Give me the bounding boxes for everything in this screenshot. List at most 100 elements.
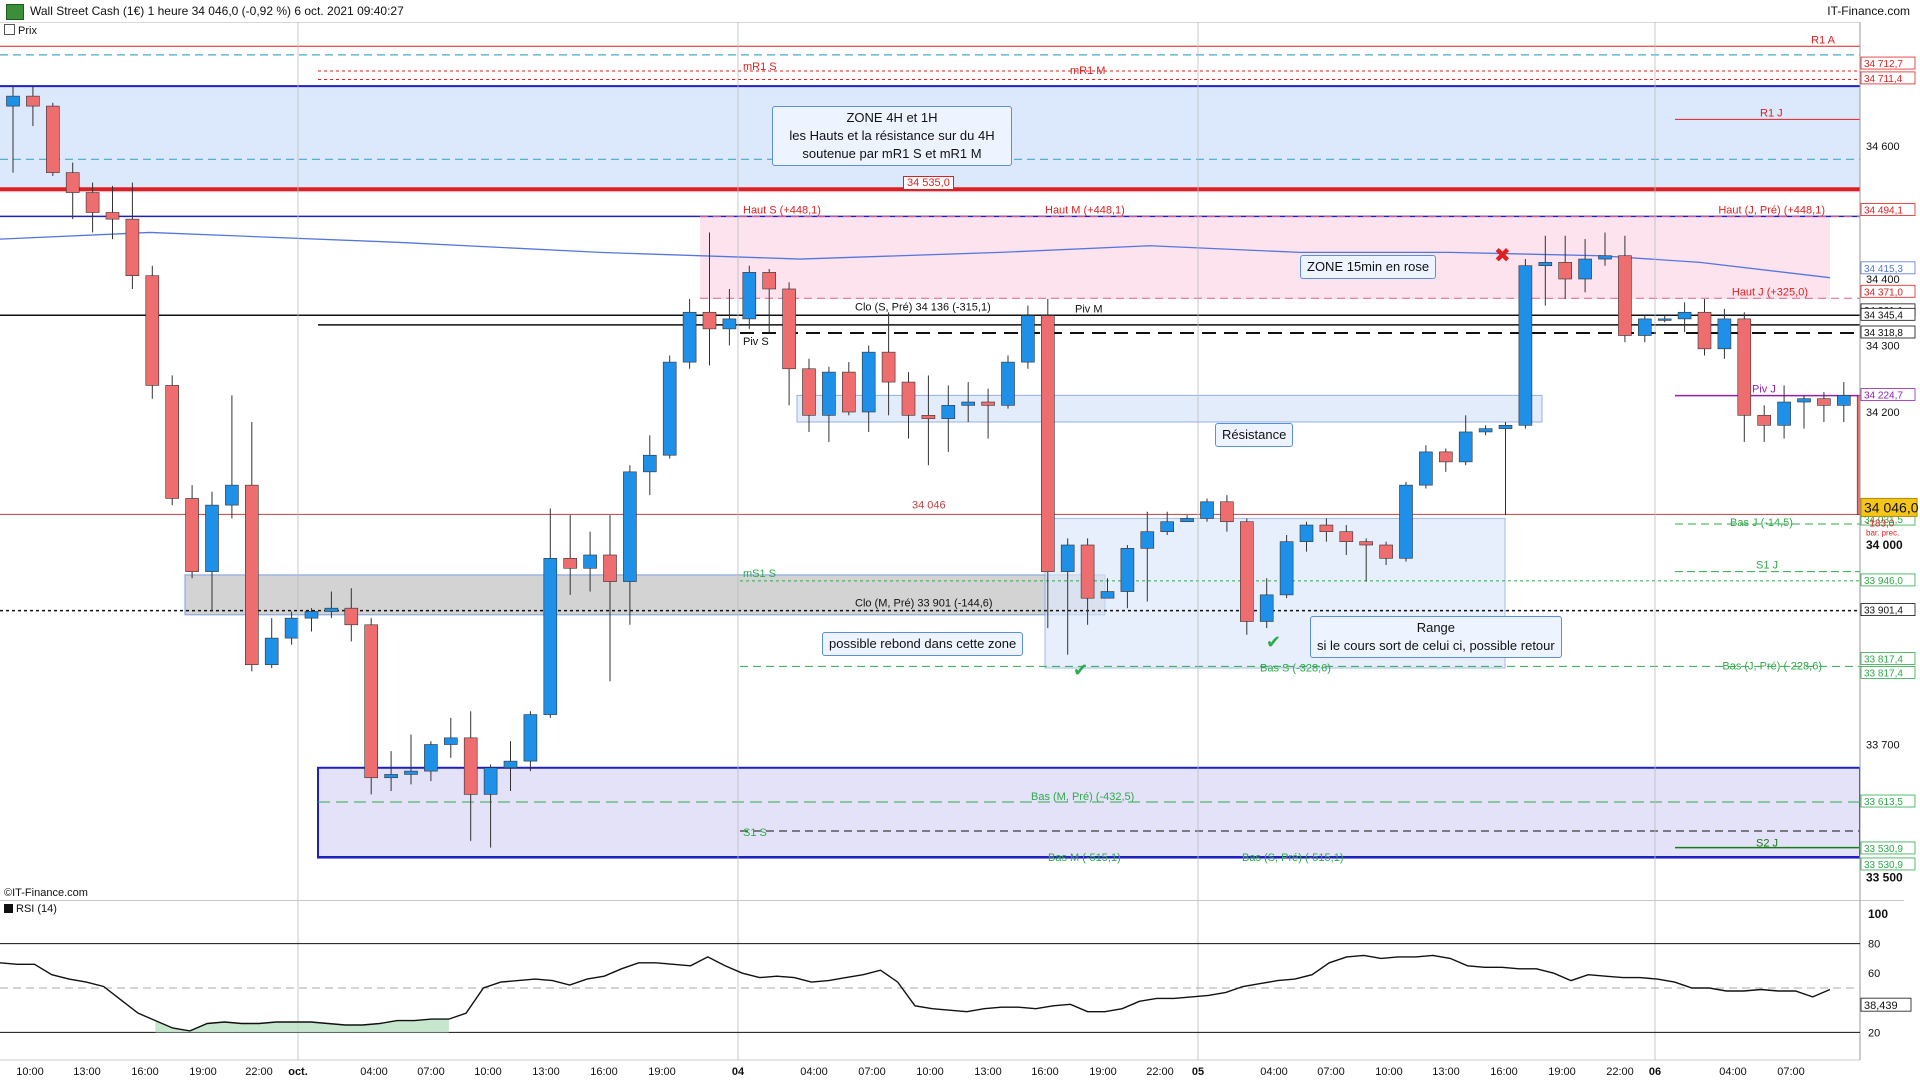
annotation-zone-15min[interactable]: ZONE 15min en rose bbox=[1300, 255, 1437, 279]
candle[interactable] bbox=[185, 485, 199, 579]
candle[interactable] bbox=[1598, 232, 1612, 266]
candle[interactable] bbox=[1399, 481, 1413, 562]
candle[interactable] bbox=[1439, 448, 1453, 472]
candle[interactable] bbox=[6, 86, 20, 173]
annotation-resistance[interactable]: Résistance bbox=[1215, 423, 1294, 447]
candle[interactable] bbox=[1240, 518, 1254, 635]
candle[interactable] bbox=[861, 345, 876, 432]
y-axis[interactable]: 34 600 34 400 34 300 34 200 34 000 33 700 33 5… bbox=[1859, 22, 1920, 1060]
candle[interactable] bbox=[1677, 302, 1692, 333]
candle[interactable] bbox=[1220, 495, 1234, 532]
candle[interactable] bbox=[1120, 545, 1135, 609]
candle[interactable] bbox=[344, 588, 359, 642]
candle[interactable] bbox=[1279, 535, 1294, 599]
candle[interactable] bbox=[1638, 315, 1652, 343]
candle[interactable] bbox=[1558, 235, 1572, 299]
candle[interactable] bbox=[1797, 395, 1811, 429]
candle[interactable] bbox=[702, 232, 717, 366]
candle[interactable] bbox=[941, 385, 956, 452]
candle[interactable] bbox=[722, 288, 737, 346]
candle[interactable] bbox=[1041, 298, 1055, 629]
candle[interactable] bbox=[324, 591, 339, 619]
candle[interactable] bbox=[782, 282, 796, 406]
candle[interactable] bbox=[881, 312, 896, 416]
annotation-range[interactable]: Range si le cours sort de celui ci, poss… bbox=[1310, 616, 1562, 658]
candle[interactable] bbox=[1379, 541, 1393, 565]
brand-link[interactable]: IT-Finance.com bbox=[1827, 4, 1910, 18]
candle[interactable] bbox=[165, 375, 179, 506]
candle[interactable] bbox=[1538, 235, 1553, 306]
candle[interactable] bbox=[1259, 578, 1274, 629]
candle[interactable] bbox=[822, 366, 836, 442]
candle[interactable] bbox=[1021, 305, 1035, 369]
candle[interactable] bbox=[802, 358, 816, 432]
candle[interactable] bbox=[662, 355, 677, 459]
candle[interactable] bbox=[1657, 315, 1672, 323]
candle[interactable] bbox=[1518, 259, 1533, 429]
candle[interactable] bbox=[65, 162, 80, 220]
candle[interactable] bbox=[45, 102, 60, 176]
candle[interactable] bbox=[603, 515, 617, 682]
price-legend[interactable]: Prix bbox=[4, 24, 37, 37]
candle[interactable] bbox=[1080, 538, 1095, 625]
candle[interactable] bbox=[1458, 415, 1473, 466]
candle[interactable] bbox=[1717, 308, 1732, 359]
candle[interactable] bbox=[1180, 515, 1194, 523]
candle[interactable] bbox=[264, 618, 279, 669]
candle[interactable] bbox=[1001, 355, 1015, 409]
candle[interactable] bbox=[1319, 518, 1334, 542]
candle[interactable] bbox=[623, 465, 637, 625]
candles-layer[interactable] bbox=[6, 86, 1871, 848]
candle[interactable] bbox=[543, 508, 558, 718]
candle[interactable] bbox=[1478, 425, 1493, 436]
candle[interactable] bbox=[1200, 498, 1214, 522]
rsi-legend[interactable]: RSI (14) bbox=[4, 903, 57, 915]
candle[interactable] bbox=[901, 372, 916, 439]
candle[interactable] bbox=[742, 265, 757, 329]
candle[interactable] bbox=[1777, 385, 1791, 439]
candle[interactable] bbox=[225, 395, 239, 519]
candle[interactable] bbox=[583, 531, 597, 592]
candle[interactable] bbox=[443, 717, 458, 758]
annotation-zone-4h[interactable]: ZONE 4H et 1H les Hauts et la résistance… bbox=[772, 106, 1012, 166]
candle[interactable] bbox=[1140, 511, 1155, 602]
candle[interactable] bbox=[961, 382, 976, 422]
candle[interactable] bbox=[1299, 521, 1314, 552]
candle[interactable] bbox=[1100, 578, 1115, 599]
candle[interactable] bbox=[384, 751, 398, 792]
annotation-rebond[interactable]: possible rebond dans cette zone bbox=[822, 632, 1024, 656]
candle[interactable] bbox=[981, 388, 995, 439]
candle[interactable] bbox=[245, 421, 259, 672]
candle[interactable] bbox=[125, 182, 140, 289]
candle[interactable] bbox=[85, 182, 100, 233]
candle[interactable] bbox=[1737, 312, 1752, 442]
candle[interactable] bbox=[642, 435, 657, 496]
candle[interactable] bbox=[404, 734, 418, 785]
legend-checkbox-icon[interactable] bbox=[4, 24, 15, 35]
candle[interactable] bbox=[284, 611, 299, 645]
candle[interactable] bbox=[1419, 445, 1433, 489]
candle[interactable] bbox=[1757, 405, 1771, 442]
candle[interactable] bbox=[364, 618, 379, 795]
candle[interactable] bbox=[26, 86, 40, 127]
candle[interactable] bbox=[921, 375, 936, 466]
candle[interactable] bbox=[205, 491, 219, 612]
candle[interactable] bbox=[523, 711, 538, 772]
candle[interactable] bbox=[463, 711, 478, 841]
candle[interactable] bbox=[105, 185, 120, 240]
candle[interactable] bbox=[145, 265, 160, 399]
candle[interactable] bbox=[1618, 235, 1632, 343]
candle[interactable] bbox=[424, 741, 438, 782]
candle[interactable] bbox=[1060, 538, 1075, 655]
candle[interactable] bbox=[1160, 511, 1174, 536]
candle[interactable] bbox=[1837, 382, 1851, 422]
candle[interactable] bbox=[1359, 538, 1373, 582]
candle[interactable] bbox=[304, 608, 319, 632]
candle[interactable] bbox=[563, 515, 578, 595]
candle[interactable] bbox=[1339, 525, 1354, 555]
rsi-panel[interactable]: 1008060402038,439 bbox=[0, 907, 1912, 1039]
candle[interactable] bbox=[841, 362, 856, 416]
candle[interactable] bbox=[1817, 392, 1831, 422]
candle[interactable] bbox=[1578, 239, 1592, 293]
